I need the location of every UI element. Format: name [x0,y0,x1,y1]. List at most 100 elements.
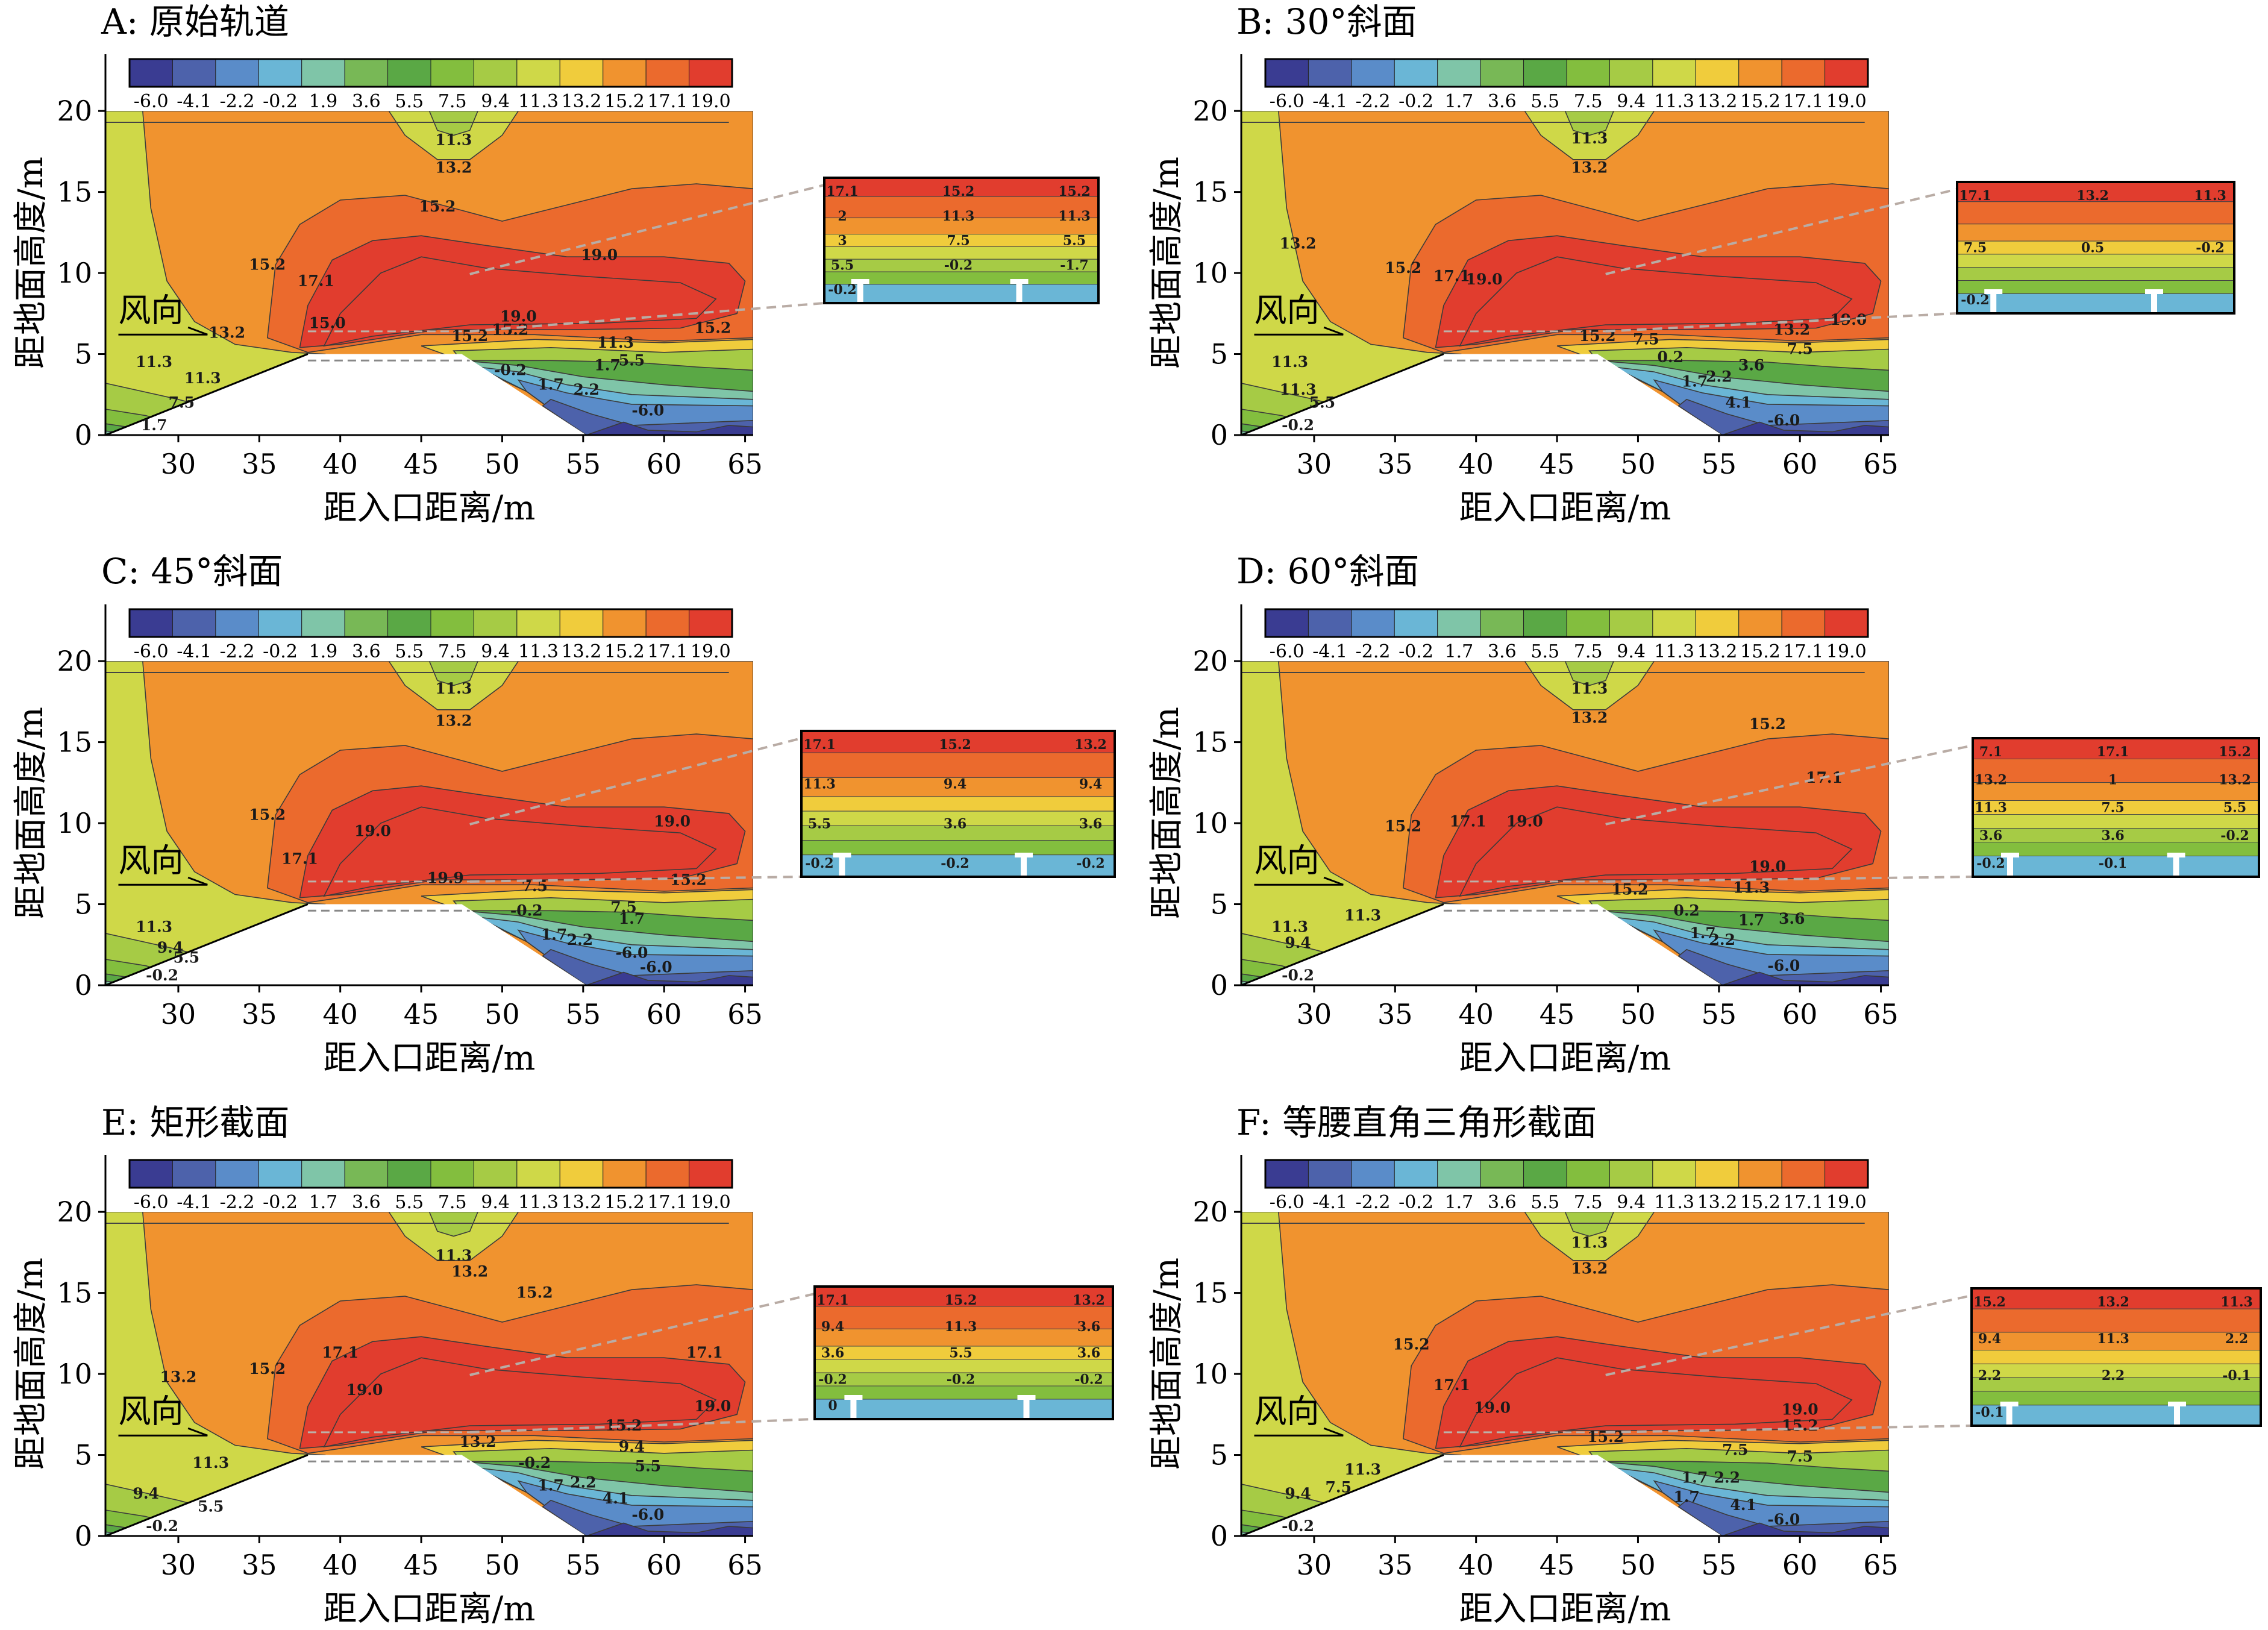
zoom-contour-label: -0.2 [818,1371,847,1387]
x-tick-label: 65 [1863,448,1899,480]
x-tick-label: 55 [566,998,601,1030]
rail-icon [850,1396,857,1418]
rail-icon [857,280,863,302]
colorbar-swatch [1566,58,1610,87]
contour-label: 13.2 [160,1368,196,1386]
contour-region [323,256,717,347]
colorbar-tick-label: 17.1 [647,1192,688,1213]
colorbar-tick-label: -2.2 [1356,1192,1391,1213]
colorbar-swatch [1566,609,1610,638]
colorbar-swatch [1695,1159,1740,1188]
contour-region [542,1499,753,1536]
colorbar-tick-label: 13.2 [562,91,602,112]
contour-label: 19.0 [694,1397,731,1415]
contour-label: 15.2 [249,806,286,824]
slope-line [1241,353,1444,435]
colorbar-swatch [603,1159,647,1188]
wind-arrow-head [187,326,208,336]
zoom-contour-label: 7.5 [947,233,970,249]
colorbar-tick-label: 17.1 [1783,1192,1823,1213]
contour-label: 2.2 [570,1473,597,1491]
rail-icon [1990,290,1997,312]
colorbar-tick-label: 15.2 [1740,641,1781,662]
colorbar-swatch [1609,58,1653,87]
contour-label: 3.6 [1738,356,1765,374]
x-tick-label: 55 [566,448,601,480]
rail-icon [2168,1402,2186,1406]
rail-icon [851,279,869,284]
contour-label: 7.5 [1787,340,1813,358]
zoom-band [1972,814,2260,829]
colorbar-tick-label: 5.5 [395,91,424,112]
zoom-contour-label: 3.6 [1079,816,1102,832]
colorbar-swatch [559,609,604,638]
zoom-contour-label: 13.2 [1074,737,1107,753]
colorbar-swatch [516,1159,560,1188]
y-tick-label: 20 [1192,95,1228,127]
zoom-contour-label: -0.2 [1961,292,1989,308]
colorbar-swatch [1825,609,1869,638]
contour-label: 15.2 [1385,259,1421,277]
colorbar-swatch [1825,58,1869,87]
zoom-contour-label: 9.4 [821,1319,844,1335]
colorbar-swatch [215,609,259,638]
y-tick-label: 15 [57,1277,92,1309]
zoom-band [814,1306,1114,1329]
x-tick-label: 35 [1377,998,1413,1030]
contour-label: 19.0 [1782,1400,1818,1418]
colorbar-swatch [473,1159,518,1188]
zoom-band [801,752,1115,778]
colorbar-tick-label: 19.0 [1826,641,1867,662]
contour-label: 9.4 [619,1438,645,1455]
zoom-contour-label: -0.2 [1074,1371,1103,1387]
rail-icon [2174,1403,2180,1425]
contour-label: 19.9 [427,870,464,887]
colorbar-tick-label: 15.2 [604,641,645,662]
rail-icon [1010,279,1029,284]
y-tick-label: 5 [75,1439,92,1472]
colorbar-swatch [172,1159,216,1188]
y-tick-label: 15 [1192,726,1228,759]
y-tick-label: 0 [1211,969,1228,1002]
contour-label: 11.3 [435,680,472,697]
x-tick-label: 55 [1702,448,1737,480]
contour-region [1678,398,1889,435]
x-tick-label: 45 [1540,1549,1575,1581]
colorbar-tick-label: 13.2 [1697,91,1738,112]
rail-icon [2001,853,2019,857]
wind-arrow-head [187,876,208,886]
contour-label: 15.2 [1587,1428,1624,1446]
colorbar-tick-label: 1.7 [309,1192,338,1213]
colorbar-swatch [258,58,302,87]
colorbar-tick-label: 9.4 [1617,641,1646,662]
zoom-contour-label: 5.5 [831,257,854,273]
zoom-contour-label: 3.6 [2101,828,2124,844]
x-tick-label: 30 [1297,998,1332,1030]
contour-label: 15.2 [1385,818,1421,835]
colorbar-swatch [1609,609,1653,638]
colorbar-swatch [301,58,345,87]
colorbar-swatch [516,58,560,87]
colorbar-tick-label: 9.4 [481,91,510,112]
contour-region [1678,1499,1889,1536]
colorbar-tick-label: 19.0 [691,641,731,662]
contour-label: 7.5 [1326,1478,1352,1496]
zoom-band [801,796,1115,812]
contour-region [542,948,753,985]
colorbar-tick-label: 19.0 [1826,91,1867,112]
x-axis-label: 距入口距离/m [324,1039,536,1078]
x-tick-label: 30 [161,448,196,480]
colorbar-tick-label: 1.9 [309,91,338,112]
contour-label: -0.2 [1282,1517,1314,1535]
contour-label: 9.4 [1285,934,1311,951]
colorbar-tick-label: -4.1 [1312,1192,1347,1213]
x-tick-label: 40 [322,448,358,480]
zoom-contour-label: 15.2 [1058,184,1091,199]
colorbar-tick-label: -4.1 [177,641,211,662]
contour-label: 7.5 [1633,330,1659,348]
zoom-contour-label: 17.1 [816,1293,849,1308]
zoom-band [801,840,1115,856]
zoom-band [801,854,1115,877]
contour-label: -0.2 [1282,416,1314,434]
x-tick-label: 45 [404,1549,439,1581]
